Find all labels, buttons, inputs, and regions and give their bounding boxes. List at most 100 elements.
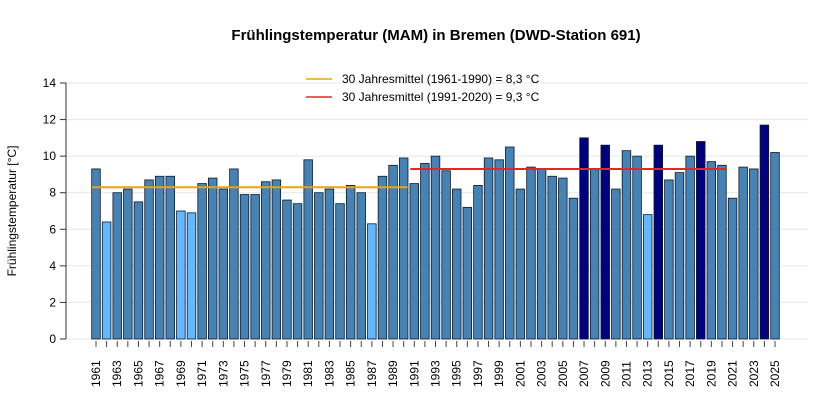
bar-1996 <box>462 206 473 340</box>
y-tick-label: 6 <box>49 222 56 236</box>
bar-1971 <box>197 183 207 340</box>
x-tick-label: 2001 <box>513 360 527 387</box>
bar-1984 <box>335 203 345 340</box>
x-tick-label: 1989 <box>386 360 400 387</box>
y-tick-label: 0 <box>49 332 56 346</box>
x-tick-label: 2019 <box>704 360 718 387</box>
bar-2016 <box>674 172 685 340</box>
bar-1998 <box>483 157 494 340</box>
x-tick-label: 2023 <box>747 360 761 387</box>
x-tick-label: 1995 <box>450 360 464 387</box>
bar-2003 <box>536 168 547 340</box>
bar-2008 <box>589 168 600 340</box>
bar-2006 <box>568 197 579 340</box>
bar-1989 <box>388 164 398 340</box>
bar-2022 <box>738 166 748 340</box>
bar-1964 <box>123 188 133 340</box>
bar-1968 <box>165 175 175 340</box>
y-tick-label: 2 <box>49 295 56 309</box>
bar-1969 <box>176 210 186 340</box>
bar-2011 <box>621 150 632 340</box>
axes: 0 2 4 6 8 10 12 14 1961 1963 1965 1967 1969 1971 1973 1… <box>43 76 782 387</box>
bar-1977 <box>261 181 271 340</box>
x-tick-label: 1973 <box>216 360 230 387</box>
x-tick-label: 1971 <box>195 360 209 387</box>
y-axis-label: Frühlingstemperatur [°C] <box>5 146 19 277</box>
bar-1973 <box>218 188 229 340</box>
bars <box>91 124 780 340</box>
x-tick-label: 1983 <box>322 360 336 387</box>
bar-1985 <box>345 184 356 340</box>
bar-1983 <box>324 188 335 340</box>
bar-1965 <box>133 201 144 340</box>
bar-1972 <box>208 177 218 340</box>
bar-2017 <box>685 155 695 340</box>
x-tick-label: 1981 <box>301 360 315 387</box>
bar-1987 <box>367 223 377 340</box>
y-tick-label: 4 <box>49 259 56 273</box>
bar-1966 <box>144 179 154 340</box>
bar-1975 <box>239 194 250 340</box>
legend-label-1991-2020: 30 Jahresmittel (1991-2020) = 9,3 °C <box>342 90 540 104</box>
bar-1982 <box>314 192 324 340</box>
x-tick-label: 1997 <box>471 360 485 387</box>
bar-2000 <box>505 146 515 340</box>
bar-1976 <box>250 194 260 340</box>
x-tick-label: 1977 <box>259 360 273 387</box>
x-tick-label: 2003 <box>535 360 549 387</box>
bar-2004 <box>547 175 557 340</box>
x-tick-label: 1969 <box>174 360 188 387</box>
y-tick-label: 8 <box>49 186 56 200</box>
bar-1962 <box>101 221 112 340</box>
bar-1986 <box>356 192 366 340</box>
x-tick-label: 1979 <box>280 360 294 387</box>
bar-1980 <box>292 203 303 340</box>
bar-1991 <box>409 183 419 340</box>
x-tick-label: 2005 <box>556 360 570 387</box>
chart-title: Frühlingstemperatur (MAM) in Bremen (DWD… <box>231 27 640 44</box>
bar-2007 <box>579 137 589 340</box>
bar-2015 <box>664 179 674 340</box>
x-tick-label: 1991 <box>407 360 421 387</box>
bar-1994 <box>441 170 451 340</box>
x-tick-label: 2025 <box>768 360 782 387</box>
bar-1992 <box>420 163 430 340</box>
bar-1988 <box>377 175 388 340</box>
bar-1995 <box>452 188 462 340</box>
x-tick-label: 2007 <box>577 360 591 387</box>
x-tick-label: 2015 <box>662 360 676 387</box>
bar-1970 <box>186 212 197 340</box>
y-tick-label: 12 <box>43 113 57 127</box>
x-tick-label: 2021 <box>726 360 740 387</box>
bar-2014 <box>653 144 663 340</box>
bar-2023 <box>749 168 759 340</box>
bar-1978 <box>271 179 282 340</box>
bar-2009 <box>600 144 610 340</box>
bar-1999 <box>494 159 504 340</box>
bar-1974 <box>229 168 239 340</box>
x-tick-label: 2009 <box>598 360 612 387</box>
bar-1963 <box>112 192 122 340</box>
bar-2025 <box>770 152 780 340</box>
x-tick-label: 2017 <box>683 360 697 387</box>
x-tick-label: 1961 <box>89 360 103 387</box>
bar-2018 <box>696 141 706 340</box>
bar-1979 <box>282 199 292 340</box>
y-tick-label: 14 <box>43 76 57 90</box>
bar-2021 <box>727 197 738 340</box>
bar-1993 <box>430 155 441 340</box>
bar-1990 <box>398 157 409 340</box>
bar-1997 <box>473 184 483 340</box>
reference-lines <box>92 167 726 189</box>
bar-2001 <box>515 188 526 340</box>
x-tick-label: 1987 <box>365 360 379 387</box>
bar-2024 <box>759 124 770 340</box>
bar-2020 <box>717 164 727 340</box>
bar-2012 <box>632 155 642 340</box>
bar-2019 <box>706 161 717 340</box>
bar-1981 <box>303 159 313 340</box>
bar-2002 <box>526 166 536 340</box>
x-tick-label: 1963 <box>110 360 124 387</box>
legend: 30 Jahresmittel (1961-1990) = 8,3 °C 30 … <box>306 72 540 104</box>
